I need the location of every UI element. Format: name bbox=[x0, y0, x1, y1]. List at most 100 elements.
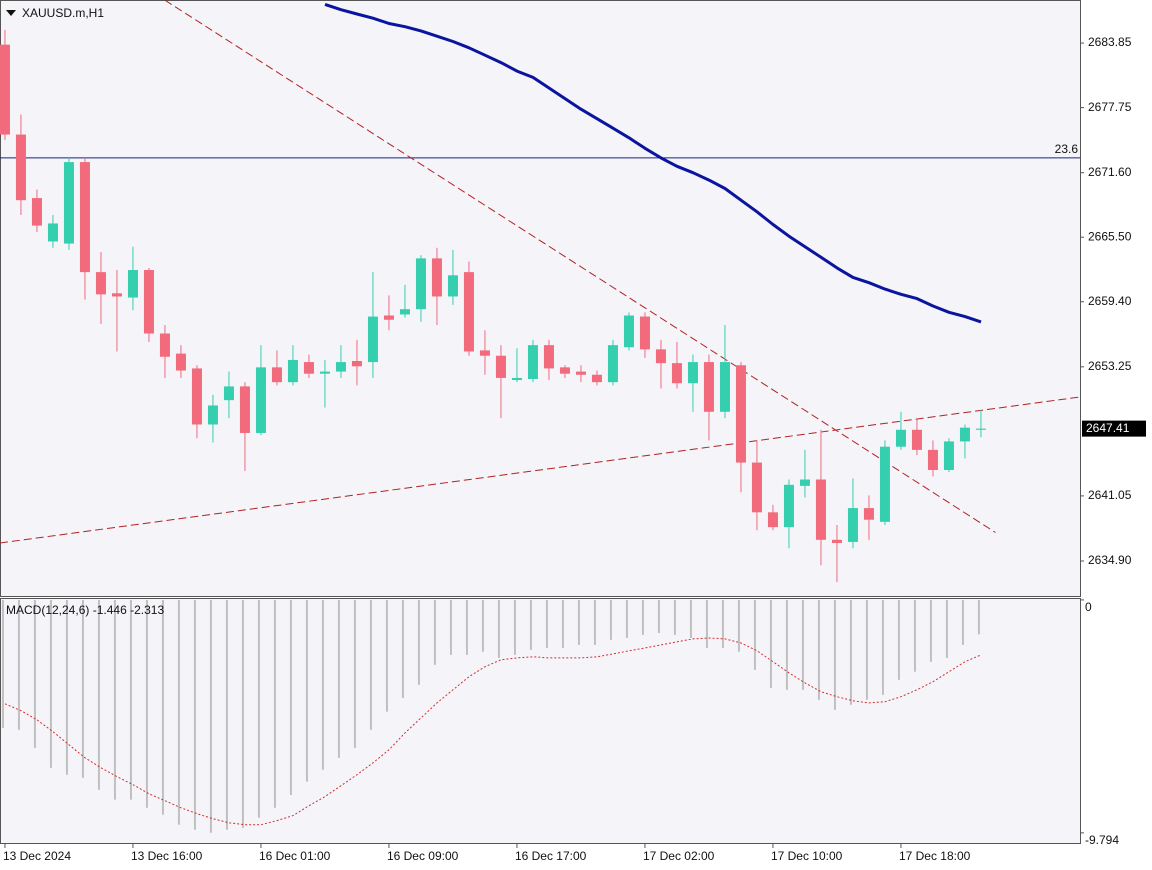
macd-bar bbox=[417, 599, 420, 685]
macd-bar bbox=[513, 599, 516, 655]
macd-bar bbox=[897, 599, 900, 680]
macd-bar bbox=[369, 599, 372, 730]
candle-body bbox=[15, 134, 26, 201]
macd-bar bbox=[449, 599, 452, 655]
macd-bar bbox=[945, 599, 948, 658]
candle-body bbox=[431, 258, 442, 297]
candle-body bbox=[303, 362, 314, 374]
macd-bar bbox=[961, 599, 964, 645]
macd-bar bbox=[337, 599, 340, 758]
candle-body bbox=[623, 315, 634, 348]
candle-body bbox=[447, 275, 458, 297]
macd-bar bbox=[145, 599, 148, 808]
candle-body bbox=[655, 349, 666, 364]
y-tick-label: 2683.85 bbox=[1088, 35, 1132, 49]
candle-body bbox=[175, 353, 186, 371]
macd-bar bbox=[209, 599, 212, 833]
macd-bar bbox=[273, 599, 276, 808]
candle-body bbox=[879, 446, 890, 522]
macd-bar bbox=[641, 599, 644, 635]
x-tick-label: 16 Dec 09:00 bbox=[387, 849, 459, 863]
macd-bar bbox=[849, 599, 852, 705]
macd-bar bbox=[977, 599, 980, 635]
candle-body bbox=[799, 479, 810, 486]
candle-body bbox=[943, 441, 954, 470]
macd-plot bbox=[1, 599, 982, 833]
moving-average bbox=[324, 2, 982, 324]
candle-body bbox=[95, 272, 106, 295]
candle-body bbox=[351, 361, 362, 367]
axes: 2683.85 2677.75 2671.60 2665.50 2659.40 2653.… bbox=[3, 35, 1146, 863]
macd-bar bbox=[97, 599, 100, 790]
macd-bar bbox=[545, 599, 548, 648]
macd-bar bbox=[673, 599, 676, 635]
candle-body bbox=[63, 162, 74, 244]
macd-bar bbox=[433, 599, 436, 665]
candle-body bbox=[207, 405, 218, 425]
macd-signal-value: -2.313 bbox=[130, 603, 164, 617]
candle-body bbox=[415, 258, 426, 310]
last-price-tag bbox=[1082, 420, 1146, 437]
candle-body bbox=[79, 162, 90, 273]
macd-bar bbox=[801, 599, 804, 690]
macd-bar bbox=[193, 599, 196, 830]
macd-bar bbox=[705, 599, 708, 648]
macd-bar bbox=[289, 599, 292, 795]
candle-body bbox=[287, 359, 298, 383]
macd-bar bbox=[577, 599, 580, 645]
macd-bar bbox=[865, 599, 868, 700]
candle-body bbox=[783, 484, 794, 528]
y-tick-label: 2677.75 bbox=[1088, 100, 1132, 114]
macd-bar bbox=[225, 599, 228, 830]
macd-bar bbox=[113, 599, 116, 800]
candle-body bbox=[399, 309, 410, 315]
candle-body bbox=[639, 316, 650, 350]
macd-signal bbox=[4, 637, 982, 826]
macd-bar bbox=[33, 599, 36, 748]
macd-bar bbox=[17, 599, 20, 730]
macd-bar bbox=[353, 599, 356, 748]
candle-body bbox=[127, 270, 138, 298]
candle-body bbox=[895, 429, 906, 447]
candle-body bbox=[863, 508, 874, 520]
candle-body bbox=[575, 371, 586, 375]
candle-body bbox=[687, 362, 698, 384]
x-tick-label: 16 Dec 01:00 bbox=[259, 849, 331, 863]
symbol-menu-arrow[interactable] bbox=[6, 10, 16, 16]
main-panel bbox=[0, 0, 1081, 597]
y-tick-label: 2641.05 bbox=[1088, 488, 1132, 502]
macd-bar bbox=[177, 599, 180, 825]
candle-body bbox=[831, 539, 842, 543]
candle-body bbox=[111, 293, 122, 297]
x-tick-label: 13 Dec 16:00 bbox=[131, 849, 203, 863]
x-tick-label: 16 Dec 17:00 bbox=[515, 849, 587, 863]
candle-body bbox=[463, 272, 474, 352]
candle-body bbox=[527, 345, 538, 379]
macd-bar bbox=[657, 599, 660, 633]
candle-body bbox=[959, 427, 970, 442]
candle-body bbox=[703, 362, 714, 412]
candle-body bbox=[735, 365, 746, 463]
macd-bar bbox=[49, 599, 52, 768]
macd-bar bbox=[241, 599, 244, 828]
candle-body bbox=[927, 449, 938, 470]
macd-bar bbox=[929, 599, 932, 662]
candle-body bbox=[607, 345, 618, 383]
macd-bar bbox=[257, 599, 260, 818]
candle-body bbox=[319, 371, 330, 374]
trendline bbox=[0, 396, 1080, 544]
candle-body bbox=[159, 333, 170, 357]
macd-bar bbox=[625, 599, 628, 638]
candle-body bbox=[191, 368, 202, 425]
y-tick-label: 2659.40 bbox=[1088, 294, 1132, 308]
candle-body bbox=[31, 198, 42, 226]
macd-bar bbox=[481, 599, 484, 652]
candle-body bbox=[719, 362, 730, 412]
candle-body bbox=[511, 377, 522, 381]
macd-bar bbox=[401, 599, 404, 698]
candle-body bbox=[751, 462, 762, 513]
macd-panel bbox=[0, 598, 1081, 844]
macd-bar bbox=[769, 599, 772, 688]
